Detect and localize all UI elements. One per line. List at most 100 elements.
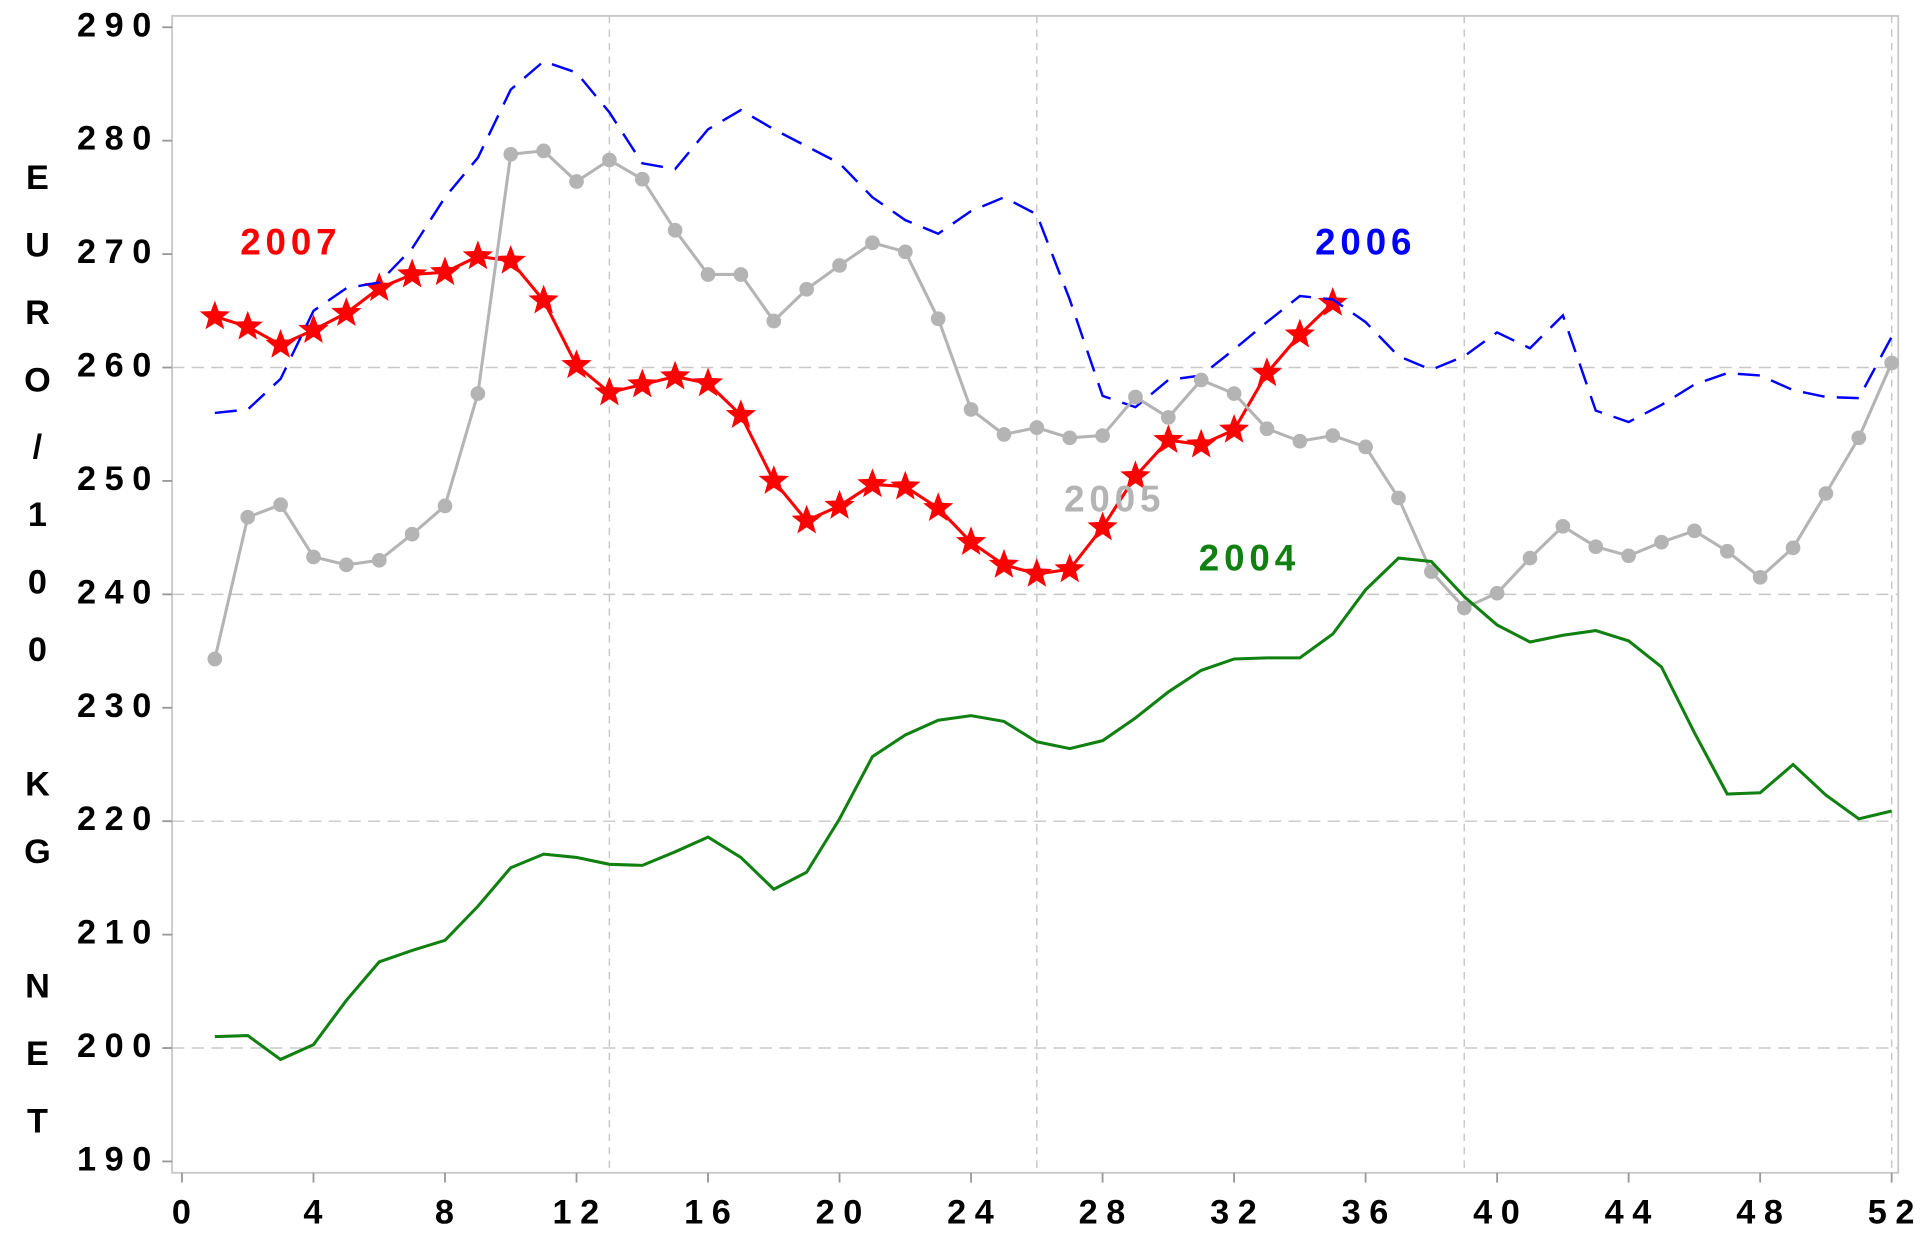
y-tick-label: 280 (77, 120, 160, 158)
series-line (214, 59, 1893, 424)
star-marker (561, 349, 592, 379)
star-marker (758, 465, 789, 494)
star-marker (857, 468, 888, 498)
y-tick-label: 290 (77, 6, 160, 44)
x-tick-label: 48 (1736, 1193, 1791, 1231)
point-marker (1029, 420, 1045, 435)
star-marker (396, 258, 428, 288)
star-marker (988, 548, 1020, 578)
star-marker (495, 244, 526, 274)
point-marker (536, 143, 551, 159)
point-marker (306, 549, 321, 565)
y-tick-label: 190 (77, 1140, 160, 1178)
x-tick-label: 16 (684, 1193, 739, 1231)
star-marker (232, 310, 263, 340)
series-label: 2006 (1315, 222, 1416, 263)
point-marker (733, 267, 749, 282)
point-marker (634, 171, 650, 187)
point-marker (371, 552, 387, 568)
series-line (213, 149, 1894, 660)
star-marker (1251, 357, 1283, 387)
star-marker (890, 470, 921, 500)
point-marker (1719, 543, 1735, 559)
star-marker (265, 328, 296, 358)
point-marker (1851, 430, 1867, 446)
point-marker (240, 509, 256, 525)
star-marker (1186, 428, 1217, 458)
x-tick-label: 24 (947, 1193, 1002, 1231)
series-label: 2005 (1064, 479, 1165, 520)
x-tick-label: 52 (1868, 1193, 1921, 1231)
star-marker (955, 526, 987, 556)
star-marker (1317, 286, 1348, 316)
star-marker (594, 376, 625, 406)
point-marker (1752, 569, 1768, 585)
point-marker (1062, 430, 1078, 446)
star-marker (1120, 460, 1151, 490)
series-label: 2007 (240, 222, 341, 263)
point-marker (1687, 523, 1702, 539)
y-tick-label: 210 (77, 914, 160, 952)
point-marker (963, 402, 979, 417)
star-marker (824, 489, 855, 519)
x-tick-label: 12 (553, 1193, 608, 1231)
star-marker (692, 367, 724, 397)
point-marker (1588, 539, 1604, 555)
point-marker (1424, 564, 1439, 580)
star-marker (1284, 318, 1316, 348)
point-marker (1292, 433, 1308, 449)
point-marker (503, 146, 519, 162)
y-tick-label: 230 (77, 687, 160, 725)
star-marker (199, 300, 231, 330)
point-marker (1818, 486, 1834, 501)
point-marker (207, 651, 223, 667)
star-marker (1054, 553, 1085, 583)
point-marker (1193, 372, 1209, 388)
point-marker (1522, 550, 1538, 566)
point-marker (569, 174, 584, 189)
y-tick-label: 220 (77, 800, 160, 838)
star-marker (791, 504, 822, 534)
series-line (214, 556, 1892, 1062)
point-marker (1095, 428, 1110, 443)
star-marker (429, 256, 461, 286)
star-marker (725, 399, 757, 428)
y-tick-label: 260 (77, 347, 160, 385)
point-marker (1555, 518, 1571, 534)
point-marker (1358, 439, 1373, 455)
point-marker (1456, 600, 1472, 616)
y-axis-label: EURO/100 KG NET (18, 159, 56, 1170)
star-marker (1087, 511, 1118, 541)
y-tick-label: 250 (77, 460, 160, 498)
x-tick-label: 28 (1079, 1193, 1134, 1231)
point-marker (437, 498, 453, 514)
point-marker (602, 152, 617, 168)
star-marker (627, 368, 658, 398)
star-marker (462, 240, 493, 270)
star-marker (364, 272, 395, 302)
y-tick-label: 200 (77, 1027, 160, 1065)
point-marker (1226, 386, 1242, 401)
star-marker (528, 284, 559, 314)
point-marker (470, 386, 486, 401)
point-marker (1325, 428, 1341, 443)
x-tick-label: 44 (1605, 1193, 1660, 1231)
point-marker (1160, 410, 1176, 425)
star-marker (923, 492, 954, 522)
star-marker (298, 314, 329, 343)
star-marker (1218, 414, 1250, 443)
series-label: 2004 (1199, 537, 1300, 578)
point-marker (1391, 490, 1406, 506)
point-marker (832, 258, 847, 273)
point-marker (897, 244, 913, 260)
point-marker (1621, 548, 1636, 564)
x-tick-label: 40 (1473, 1193, 1528, 1231)
x-tick-label: 4 (303, 1193, 331, 1231)
x-tick-label: 36 (1342, 1193, 1397, 1231)
point-marker (339, 557, 354, 573)
x-tick-label: 0 (172, 1193, 200, 1231)
point-marker (996, 427, 1012, 442)
star-marker (1021, 557, 1052, 587)
point-marker (1489, 585, 1505, 601)
